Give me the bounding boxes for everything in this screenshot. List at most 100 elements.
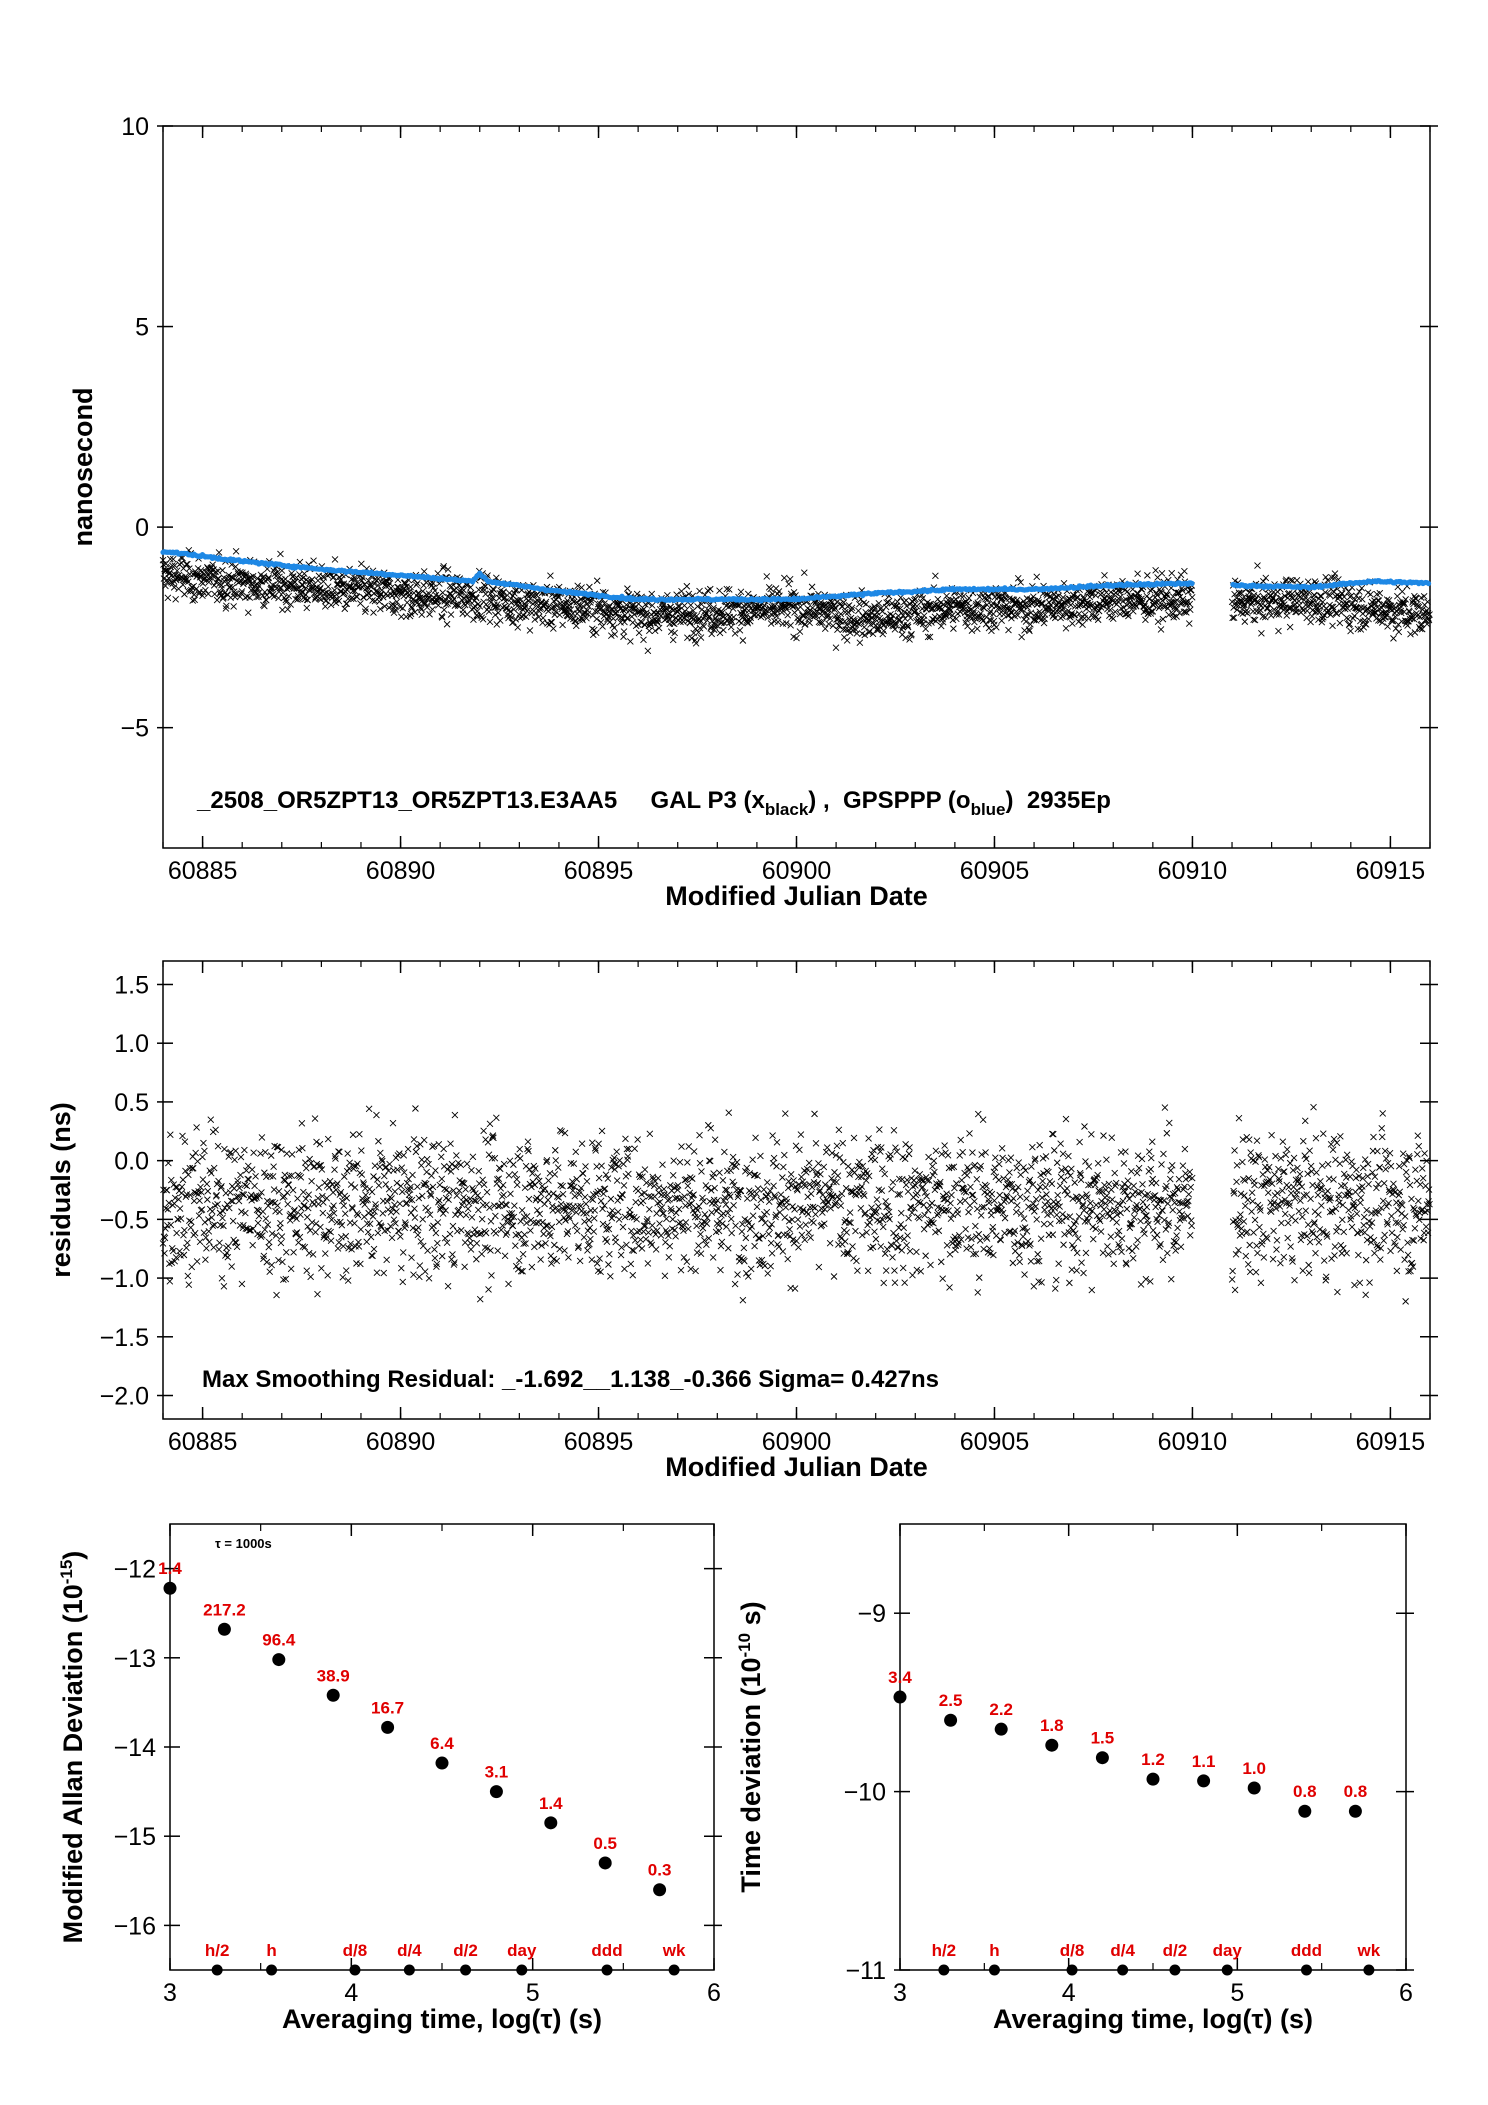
data-point	[344, 595, 352, 603]
data-point	[1338, 590, 1346, 597]
data-point	[195, 590, 203, 598]
data-point	[779, 1248, 787, 1255]
data-point	[599, 623, 606, 630]
data-point	[665, 610, 673, 618]
data-point	[521, 1231, 528, 1239]
data-point	[339, 1242, 347, 1250]
data-point	[301, 1159, 309, 1166]
data-point	[366, 582, 374, 590]
data-point	[450, 1261, 458, 1268]
data-point	[268, 1230, 276, 1237]
data-point	[610, 624, 618, 632]
data-point	[454, 602, 462, 610]
data-point	[181, 1138, 189, 1145]
data-point	[397, 1264, 405, 1272]
data-point	[315, 1200, 322, 1208]
data-point	[926, 633, 934, 641]
data-point	[881, 618, 889, 625]
data-point	[794, 1216, 802, 1223]
data-point	[437, 1204, 445, 1211]
data-point	[797, 603, 804, 611]
data-point	[615, 601, 623, 608]
data-point	[1254, 562, 1261, 569]
data-point	[968, 627, 976, 634]
data-point	[1095, 607, 1103, 615]
data-point	[407, 610, 415, 618]
data-point	[308, 1177, 315, 1185]
data-point	[581, 1193, 589, 1201]
data-point	[697, 1250, 705, 1257]
data-point	[521, 1184, 529, 1192]
data-point	[572, 622, 580, 630]
x-tick-label: 60915	[1356, 857, 1426, 885]
data-point	[475, 1167, 483, 1175]
data-point	[623, 614, 631, 622]
data-point	[1384, 623, 1391, 630]
data-point	[1246, 589, 1254, 596]
data-point	[209, 1222, 217, 1230]
data-point	[857, 618, 865, 626]
data-point	[924, 633, 932, 641]
data-point	[343, 1194, 351, 1202]
data-point	[822, 1148, 830, 1156]
data-point	[1088, 590, 1096, 598]
data-point	[566, 601, 573, 609]
data-point	[245, 1227, 253, 1234]
data-point	[463, 1160, 471, 1168]
data-point	[1319, 598, 1327, 606]
data-point	[253, 593, 260, 601]
data-point	[407, 583, 414, 591]
data-point	[1157, 626, 1165, 633]
data-point	[265, 574, 273, 581]
data-point	[392, 606, 399, 614]
data-point	[696, 1159, 704, 1167]
data-point	[579, 1170, 587, 1177]
data-point	[1399, 600, 1407, 608]
data-point	[731, 630, 739, 637]
data-point	[507, 608, 514, 615]
data-point	[585, 603, 593, 610]
data-point	[525, 1195, 533, 1203]
data-point	[202, 586, 209, 594]
data-point	[359, 1179, 367, 1186]
data-point	[773, 607, 781, 615]
data-point	[1173, 605, 1181, 613]
data-point	[171, 562, 179, 569]
data-point	[571, 617, 579, 625]
data-point	[414, 579, 421, 587]
data-point	[469, 1184, 476, 1192]
data-point	[370, 609, 377, 616]
data-point	[418, 611, 426, 618]
data-point	[275, 1187, 283, 1195]
data-point	[473, 594, 480, 602]
data-point	[383, 1197, 391, 1205]
data-point	[1152, 567, 1159, 574]
data-point	[401, 579, 409, 586]
data-point	[1287, 576, 1294, 584]
data-point	[500, 1191, 507, 1199]
data-point	[757, 1196, 765, 1204]
data-point	[171, 1194, 179, 1202]
data-point	[784, 1255, 792, 1263]
data-point	[706, 585, 714, 593]
data-point	[231, 1239, 239, 1246]
data-point	[297, 1211, 304, 1219]
data-point	[450, 1187, 457, 1194]
data-point	[807, 1234, 814, 1242]
data-point	[273, 1291, 280, 1299]
data-point	[435, 1196, 443, 1204]
data-point	[407, 1209, 415, 1217]
data-point	[398, 1164, 406, 1172]
data-point	[1027, 621, 1034, 628]
data-point	[747, 1265, 755, 1273]
data-point	[281, 1177, 289, 1184]
data-point	[392, 592, 400, 600]
data-point	[428, 1172, 435, 1180]
data-point	[1179, 587, 1186, 594]
data-point	[246, 594, 254, 601]
data-point	[719, 1176, 727, 1184]
data-point	[316, 1162, 323, 1169]
data-point	[749, 1156, 756, 1164]
data-point	[371, 1208, 378, 1215]
data-point	[466, 1195, 474, 1203]
